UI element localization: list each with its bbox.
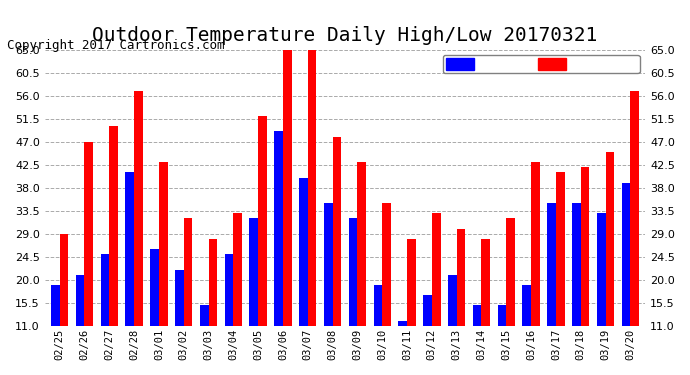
Bar: [299, 177, 308, 375]
Bar: [622, 183, 631, 375]
Bar: [547, 203, 556, 375]
Bar: [84, 142, 93, 375]
Bar: [531, 162, 540, 375]
Bar: [482, 239, 490, 375]
Bar: [233, 213, 242, 375]
Bar: [333, 136, 342, 375]
Bar: [581, 167, 589, 375]
Title: Outdoor Temperature Daily High/Low 20170321: Outdoor Temperature Daily High/Low 20170…: [92, 26, 598, 45]
Bar: [432, 213, 440, 375]
Bar: [184, 219, 193, 375]
Bar: [448, 275, 457, 375]
Bar: [258, 116, 267, 375]
Bar: [348, 219, 357, 375]
Bar: [250, 219, 258, 375]
Bar: [275, 132, 283, 375]
Bar: [59, 234, 68, 375]
Bar: [283, 50, 292, 375]
Legend: Low  (°F), High  (°F): Low (°F), High (°F): [442, 55, 640, 73]
Bar: [522, 285, 531, 375]
Bar: [572, 203, 581, 375]
Bar: [457, 229, 465, 375]
Bar: [506, 219, 515, 375]
Bar: [208, 239, 217, 375]
Bar: [597, 213, 606, 375]
Bar: [382, 203, 391, 375]
Bar: [101, 254, 109, 375]
Bar: [497, 306, 506, 375]
Bar: [473, 306, 482, 375]
Bar: [631, 90, 639, 375]
Bar: [225, 254, 233, 375]
Bar: [324, 203, 333, 375]
Bar: [357, 162, 366, 375]
Bar: [109, 126, 118, 375]
Bar: [175, 270, 184, 375]
Bar: [423, 295, 432, 375]
Text: Copyright 2017 Cartronics.com: Copyright 2017 Cartronics.com: [7, 39, 224, 52]
Bar: [373, 285, 382, 375]
Bar: [606, 152, 614, 375]
Bar: [398, 321, 407, 375]
Bar: [407, 239, 415, 375]
Bar: [126, 172, 134, 375]
Bar: [51, 285, 59, 375]
Bar: [134, 90, 143, 375]
Bar: [308, 50, 317, 375]
Bar: [76, 275, 84, 375]
Bar: [159, 162, 168, 375]
Bar: [150, 249, 159, 375]
Bar: [200, 306, 208, 375]
Bar: [556, 172, 564, 375]
